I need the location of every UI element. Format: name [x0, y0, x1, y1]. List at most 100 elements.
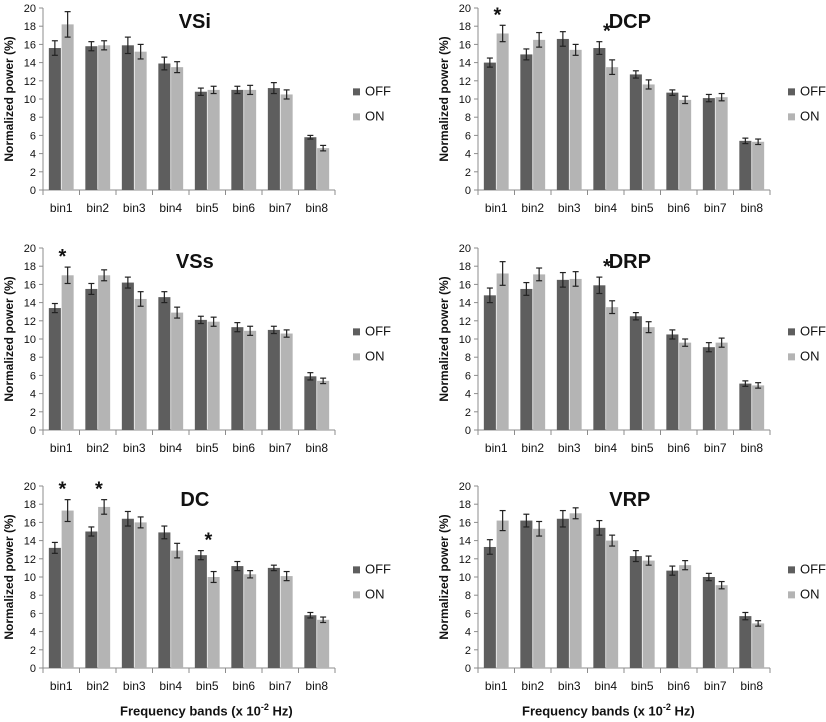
x-tick-label: bin2	[86, 441, 109, 455]
y-tick-label: 18	[459, 499, 471, 511]
y-tick-label: 16	[459, 39, 471, 51]
legend-label-off: OFF	[800, 83, 826, 98]
chart-title: VSs	[176, 251, 214, 273]
x-tick-label: bin3	[558, 201, 581, 215]
x-tick-label: bin3	[558, 441, 581, 455]
y-tick-label: 2	[30, 645, 36, 657]
x-tick-label: bin6	[667, 441, 690, 455]
x-tick-label: bin4	[594, 441, 617, 455]
y-tick-label: 6	[465, 370, 471, 382]
significance-marker: *	[205, 530, 213, 552]
x-tick-label: bin8	[740, 441, 763, 455]
bar-on-bin6	[679, 565, 692, 668]
y-axis-label: Normalized power (%)	[2, 514, 16, 639]
bar-off-bin1	[48, 48, 61, 190]
bar-on-bin4	[171, 67, 184, 190]
bar-on-bin4	[171, 312, 184, 430]
bar-off-bin5	[194, 555, 207, 668]
bar-on-bin2	[533, 528, 546, 668]
bar-off-bin6	[231, 89, 244, 190]
legend-swatch-off	[788, 88, 795, 96]
bar-off-bin8	[304, 137, 317, 190]
y-tick-label: 12	[459, 76, 471, 88]
bar-off-bin2	[85, 288, 98, 430]
bar-on-bin1	[496, 520, 509, 668]
y-tick-label: 2	[465, 645, 471, 657]
bar-on-bin4	[606, 540, 619, 668]
x-tick-label: bin1	[50, 441, 73, 455]
legend-swatch-off	[353, 328, 360, 336]
legend-swatch-off	[788, 566, 795, 574]
bar-off-bin5	[194, 319, 207, 430]
y-axis-label: Normalized power (%)	[2, 276, 16, 401]
bar-on-bin3	[134, 298, 147, 430]
x-tick-label: bin5	[196, 201, 219, 215]
chart-panel-drp: 0 2 4 6 8 10 12 14 16 18 20 Normalized power (%) DRP…	[437, 243, 826, 455]
x-tick-label: bin2	[521, 201, 544, 215]
bar-on-bin1	[61, 24, 74, 190]
y-tick-label: 0	[30, 185, 36, 197]
y-tick-label: 2	[30, 167, 36, 179]
y-tick-label: 20	[24, 243, 36, 255]
bar-off-bin2	[520, 54, 533, 190]
x-tick-label: bin1	[485, 201, 508, 215]
bar-off-bin5	[629, 556, 642, 668]
bar-on-bin4	[606, 307, 619, 430]
bar-on-bin6	[244, 89, 257, 190]
chart-title: DRP	[609, 251, 651, 273]
y-tick-label: 8	[465, 112, 471, 124]
y-tick-label: 6	[465, 608, 471, 620]
bar-off-bin5	[194, 91, 207, 190]
y-tick-label: 8	[30, 590, 36, 602]
y-axis-label: Normalized power (%)	[437, 514, 451, 639]
significance-marker: *	[59, 479, 67, 501]
legend-label-off: OFF	[800, 561, 826, 576]
chart-title: VSi	[179, 11, 211, 33]
significance-marker: *	[603, 256, 611, 278]
bar-off-bin2	[85, 531, 98, 668]
x-tick-label: bin2	[521, 679, 544, 693]
significance-marker: *	[603, 21, 611, 43]
y-tick-label: 10	[459, 94, 471, 106]
bar-off-bin1	[48, 547, 61, 668]
y-tick-label: 10	[24, 334, 36, 346]
bar-on-bin3	[569, 513, 582, 668]
bar-on-bin8	[752, 385, 765, 430]
bar-on-bin8	[317, 148, 330, 190]
x-tick-label: bin6	[232, 441, 255, 455]
x-tick-label: bin8	[305, 679, 328, 693]
bar-on-bin6	[244, 330, 257, 430]
bar-off-bin3	[556, 279, 569, 430]
y-tick-label: 20	[459, 481, 471, 493]
y-axis-label: Normalized power (%)	[2, 36, 16, 161]
bar-on-bin7	[715, 585, 728, 668]
bar-on-bin2	[533, 274, 546, 430]
x-axis-label-left: Frequency bands (x 10-2 Hz)	[120, 702, 293, 719]
x-tick-label: bin4	[159, 201, 182, 215]
bar-off-bin8	[739, 616, 752, 668]
bar-on-bin7	[715, 97, 728, 190]
chart-title: DC	[180, 489, 209, 511]
y-tick-label: 2	[465, 167, 471, 179]
legend-label-on: ON	[800, 586, 820, 601]
legend-label-on: ON	[365, 108, 385, 123]
bar-on-bin6	[679, 342, 692, 430]
x-tick-label: bin4	[594, 201, 617, 215]
bar-off-bin4	[158, 532, 171, 668]
legend-swatch-off	[788, 328, 795, 336]
bar-off-bin1	[48, 308, 61, 430]
y-tick-label: 6	[465, 130, 471, 142]
legend-label-off: OFF	[365, 83, 391, 98]
bar-off-bin6	[666, 334, 679, 430]
bar-off-bin3	[121, 518, 134, 668]
x-tick-label: bin4	[159, 679, 182, 693]
legend-label-off: OFF	[800, 323, 826, 338]
y-tick-label: 10	[459, 572, 471, 584]
bar-off-bin6	[231, 327, 244, 430]
y-tick-label: 14	[24, 536, 36, 548]
y-tick-label: 20	[24, 481, 36, 493]
bar-off-bin2	[85, 46, 98, 190]
legend-swatch-off	[353, 566, 360, 574]
x-tick-label: bin7	[269, 441, 292, 455]
